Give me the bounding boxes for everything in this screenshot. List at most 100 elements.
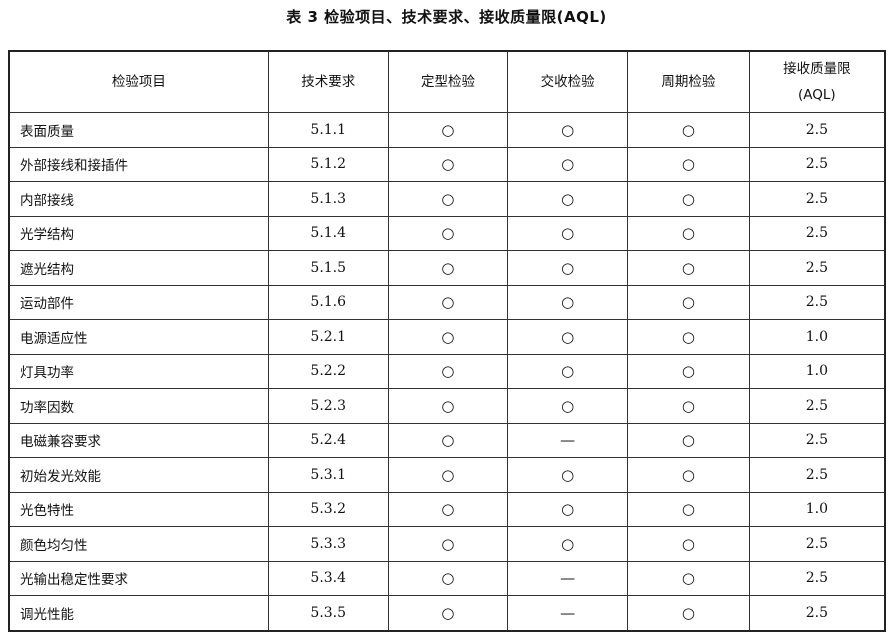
item-name: 调光性能 [8,595,269,631]
aql-value: 2.5 [748,388,886,424]
type-test-mark: ○ [387,457,509,493]
table-row: 光色特性 5.3.2 ○ ○ ○ 1.0 [8,491,886,527]
table-row: 功率因数 5.2.3 ○ ○ ○ 2.5 [8,388,886,424]
periodic-test-mark: ○ [627,215,750,251]
type-test-mark: ○ [387,595,509,631]
item-name: 颜色均匀性 [8,526,269,562]
periodic-test-mark: ○ [627,457,750,493]
item-name: 运动部件 [8,284,269,320]
item-name: 光色特性 [8,491,269,527]
aql-value: 2.5 [748,181,886,217]
acceptance-test-mark: ○ [507,146,629,182]
table-row: 电源适应性 5.2.1 ○ ○ ○ 1.0 [8,319,886,355]
acceptance-test-mark: ○ [507,353,629,389]
item-name: 表面质量 [8,112,269,148]
requirement-clause: 5.1.6 [267,284,389,320]
item-name: 内部接线 [8,181,269,217]
periodic-test-mark: ○ [627,353,750,389]
table-row: 调光性能 5.3.5 ○ — ○ 2.5 [8,595,886,631]
header-acceptance-test: 交收检验 [507,50,629,113]
header-aql-line2: (AQL) [798,87,836,103]
aql-value: 2.5 [748,457,886,493]
aql-value: 1.0 [748,491,886,527]
item-name: 光输出稳定性要求 [8,560,269,596]
table-row: 表面质量 5.1.1 ○ ○ ○ 2.5 [8,112,886,148]
table-row: 光学结构 5.1.4 ○ ○ ○ 2.5 [8,215,886,251]
type-test-mark: ○ [387,112,509,148]
requirement-clause: 5.1.2 [267,146,389,182]
aql-value: 1.0 [748,353,886,389]
periodic-test-mark: ○ [627,491,750,527]
type-test-mark: ○ [387,284,509,320]
requirement-clause: 5.3.4 [267,560,389,596]
acceptance-test-mark: ○ [507,284,629,320]
table-row: 电磁兼容要求 5.2.4 ○ — ○ 2.5 [8,422,886,458]
periodic-test-mark: ○ [627,560,750,596]
periodic-test-mark: ○ [627,284,750,320]
table-row: 外部接线和接插件 5.1.2 ○ ○ ○ 2.5 [8,146,886,182]
item-name: 功率因数 [8,388,269,424]
header-aql-line1: 接收质量限 [783,61,851,77]
type-test-mark: ○ [387,353,509,389]
type-test-mark: ○ [387,146,509,182]
periodic-test-mark: ○ [627,422,750,458]
table-row: 内部接线 5.1.3 ○ ○ ○ 2.5 [8,181,886,217]
acceptance-test-mark: ○ [507,526,629,562]
type-test-mark: ○ [387,250,509,286]
table-row: 灯具功率 5.2.2 ○ ○ ○ 1.0 [8,353,886,389]
periodic-test-mark: ○ [627,388,750,424]
type-test-mark: ○ [387,319,509,355]
acceptance-test-mark: ○ [507,491,629,527]
requirement-clause: 5.2.1 [267,319,389,355]
requirement-clause: 5.3.1 [267,457,389,493]
header-type-test: 定型检验 [387,50,509,113]
acceptance-test-mark: ○ [507,250,629,286]
header-aql: 接收质量限 (AQL) [748,50,886,113]
requirement-clause: 5.2.4 [267,422,389,458]
table-row: 运动部件 5.1.6 ○ ○ ○ 2.5 [8,284,886,320]
item-name: 电源适应性 [8,319,269,355]
table-row: 光输出稳定性要求 5.3.4 ○ — ○ 2.5 [8,560,886,596]
requirement-clause: 5.1.3 [267,181,389,217]
acceptance-test-mark: ○ [507,388,629,424]
aql-value: 1.0 [748,319,886,355]
inspection-table: 检验项目 技术要求 定型检验 交收检验 周期检验 接收质量限 (AQL) 表面质量… [8,50,886,632]
requirement-clause: 5.1.1 [267,112,389,148]
requirement-clause: 5.1.4 [267,215,389,251]
type-test-mark: ○ [387,181,509,217]
header-row: 检验项目 技术要求 定型检验 交收检验 周期检验 接收质量限 (AQL) [8,50,886,113]
aql-value: 2.5 [748,560,886,596]
table-row: 遮光结构 5.1.5 ○ ○ ○ 2.5 [8,250,886,286]
type-test-mark: ○ [387,388,509,424]
requirement-clause: 5.3.3 [267,526,389,562]
periodic-test-mark: ○ [627,526,750,562]
requirement-clause: 5.2.2 [267,353,389,389]
requirement-clause: 5.2.3 [267,388,389,424]
item-name: 灯具功率 [8,353,269,389]
requirement-clause: 5.3.5 [267,595,389,631]
periodic-test-mark: ○ [627,146,750,182]
aql-value: 2.5 [748,526,886,562]
item-name: 外部接线和接插件 [8,146,269,182]
acceptance-test-mark: ○ [507,457,629,493]
header-requirement: 技术要求 [267,50,389,113]
table-row: 颜色均匀性 5.3.3 ○ ○ ○ 2.5 [8,526,886,562]
header-periodic-test: 周期检验 [627,50,750,113]
item-name: 光学结构 [8,215,269,251]
type-test-mark: ○ [387,526,509,562]
table-row: 初始发光效能 5.3.1 ○ ○ ○ 2.5 [8,457,886,493]
periodic-test-mark: ○ [627,181,750,217]
aql-value: 2.5 [748,112,886,148]
periodic-test-mark: ○ [627,112,750,148]
item-name: 电磁兼容要求 [8,422,269,458]
aql-value: 2.5 [748,595,886,631]
type-test-mark: ○ [387,560,509,596]
type-test-mark: ○ [387,422,509,458]
periodic-test-mark: ○ [627,595,750,631]
acceptance-test-mark: — [507,560,629,596]
aql-value: 2.5 [748,284,886,320]
requirement-clause: 5.1.5 [267,250,389,286]
aql-value: 2.5 [748,250,886,286]
acceptance-test-mark: — [507,595,629,631]
item-name: 初始发光效能 [8,457,269,493]
